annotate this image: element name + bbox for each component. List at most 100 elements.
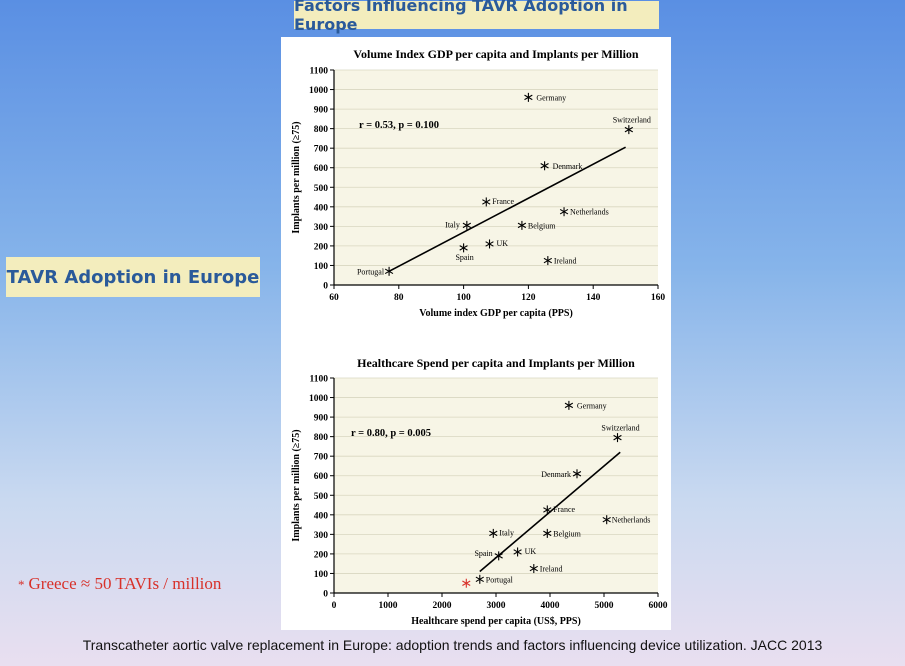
point-label: Switzerland: [613, 116, 651, 125]
x-tick-label: 3000: [487, 601, 506, 611]
y-tick-label: 400: [314, 203, 329, 213]
y-tick-label: 1100: [310, 375, 329, 385]
data-point: [489, 528, 498, 538]
point-label: Spain: [474, 549, 492, 558]
y-tick-label: 300: [314, 223, 329, 233]
y-tick-label: 0: [323, 590, 328, 600]
y-tick-label: 1000: [309, 394, 328, 404]
data-point: [529, 564, 538, 574]
data-point: [482, 197, 491, 207]
data-point: [513, 547, 522, 557]
data-point: [540, 161, 549, 171]
x-tick-label: 5000: [595, 601, 614, 611]
highlight-point: [462, 578, 471, 588]
point-label: Ireland: [554, 257, 577, 266]
data-point: [624, 125, 634, 135]
x-tick-label: 60: [329, 293, 339, 303]
point-label: Denmark: [541, 470, 571, 479]
y-tick-label: 600: [314, 164, 329, 174]
y-tick-label: 0: [323, 282, 328, 292]
x-tick-label: 4000: [541, 601, 560, 611]
y-tick-label: 100: [314, 262, 329, 272]
point-label: Germany: [577, 401, 607, 410]
point-label: Germany: [536, 93, 566, 102]
data-point: [517, 220, 527, 230]
x-tick-label: 6000: [649, 601, 668, 611]
y-tick-label: 800: [314, 433, 329, 443]
data-point: [462, 220, 472, 230]
data-point: [524, 92, 533, 102]
y-tick-label: 700: [314, 453, 329, 463]
point-label: Belgium: [528, 221, 556, 230]
y-tick-label: 900: [314, 106, 329, 116]
y-tick-label: 800: [314, 125, 329, 135]
data-point: [543, 505, 552, 515]
x-tick-label: 100: [456, 293, 471, 303]
point-label: Netherlands: [570, 208, 609, 217]
chart-2: 0 100 200 300 400 500 600 700 800 900 1000 1100 0 100…: [291, 356, 668, 627]
point-label: UK: [497, 239, 509, 248]
slide-title: Factors Influencing TAVR Adoption in Eur…: [294, 0, 659, 34]
y-tick-label: 200: [314, 242, 329, 252]
point-label: Netherlands: [612, 516, 651, 525]
y-axis-label: Implants per million (≥75): [291, 429, 302, 541]
data-point: [572, 469, 582, 479]
chart-panel: 0 100 200 300 400 500 600 700 800 900 1000 1100 60 80…: [281, 37, 671, 630]
point-label: Portugal: [357, 267, 385, 276]
data-point: [494, 551, 503, 561]
point-label: Denmark: [553, 162, 583, 171]
greece-note: * Greece ≈ 50 TAVIs / million: [18, 574, 221, 594]
x-tick-label: 120: [521, 293, 536, 303]
x-axis-label: Healthcare spend per capita (US$, PPS): [411, 616, 581, 627]
point-label: Switzerland: [601, 424, 639, 433]
y-tick-label: 500: [314, 184, 329, 194]
point-label: Ireland: [540, 565, 563, 574]
data-point: [459, 243, 468, 253]
data-point: [384, 266, 394, 276]
y-tick-label: 200: [314, 550, 329, 560]
y-tick-label: 700: [314, 145, 329, 155]
data-point: [564, 400, 574, 410]
plot-area: [334, 70, 658, 285]
data-point: [485, 239, 494, 249]
trend-line: [388, 146, 626, 273]
x-tick-label: 160: [651, 293, 666, 303]
data-point: [475, 574, 484, 584]
point-label: Italy: [445, 220, 460, 229]
greece-note-text: Greece ≈ 50 TAVIs / million: [28, 574, 222, 593]
side-label-box: TAVR Adoption in Europe: [6, 257, 260, 297]
y-tick-label: 900: [314, 414, 329, 424]
y-tick-label: 500: [314, 492, 329, 502]
point-label: Italy: [499, 528, 514, 537]
data-point: [543, 256, 553, 266]
data-point: [602, 515, 611, 525]
y-tick-label: 300: [314, 531, 329, 541]
chart-1: 0 100 200 300 400 500 600 700 800 900 1000 1100 60 80…: [291, 47, 665, 319]
chart-title: Volume Index GDP per capita and Implants…: [353, 47, 638, 61]
correlation-annotation: r = 0.80, p = 0.005: [351, 428, 431, 439]
x-tick-label: 0: [332, 601, 337, 611]
y-tick-label: 600: [314, 472, 329, 482]
data-point: [613, 433, 622, 443]
side-label: TAVR Adoption in Europe: [6, 266, 260, 288]
y-tick-label: 100: [314, 570, 329, 580]
x-tick-label: 140: [586, 293, 601, 303]
point-label: France: [553, 505, 575, 514]
x-axis-label: Volume index GDP per capita (PPS): [419, 308, 573, 319]
x-tick-label: 2000: [433, 601, 452, 611]
point-label: UK: [525, 547, 537, 556]
greece-star-icon: *: [18, 577, 25, 592]
plot-area: [334, 378, 658, 593]
data-point: [543, 528, 552, 538]
citation: Transcatheter aortic valve replacement i…: [82, 637, 823, 653]
y-axis-label: Implants per million (≥75): [291, 121, 302, 233]
data-point: [559, 207, 569, 217]
point-label: Spain: [455, 253, 473, 262]
point-label: Portugal: [486, 575, 514, 584]
y-tick-label: 1100: [310, 67, 329, 77]
point-label: France: [492, 197, 514, 206]
correlation-annotation: r = 0.53, p = 0.100: [359, 120, 439, 131]
y-tick-label: 1000: [309, 86, 328, 96]
x-tick-label: 1000: [379, 601, 398, 611]
